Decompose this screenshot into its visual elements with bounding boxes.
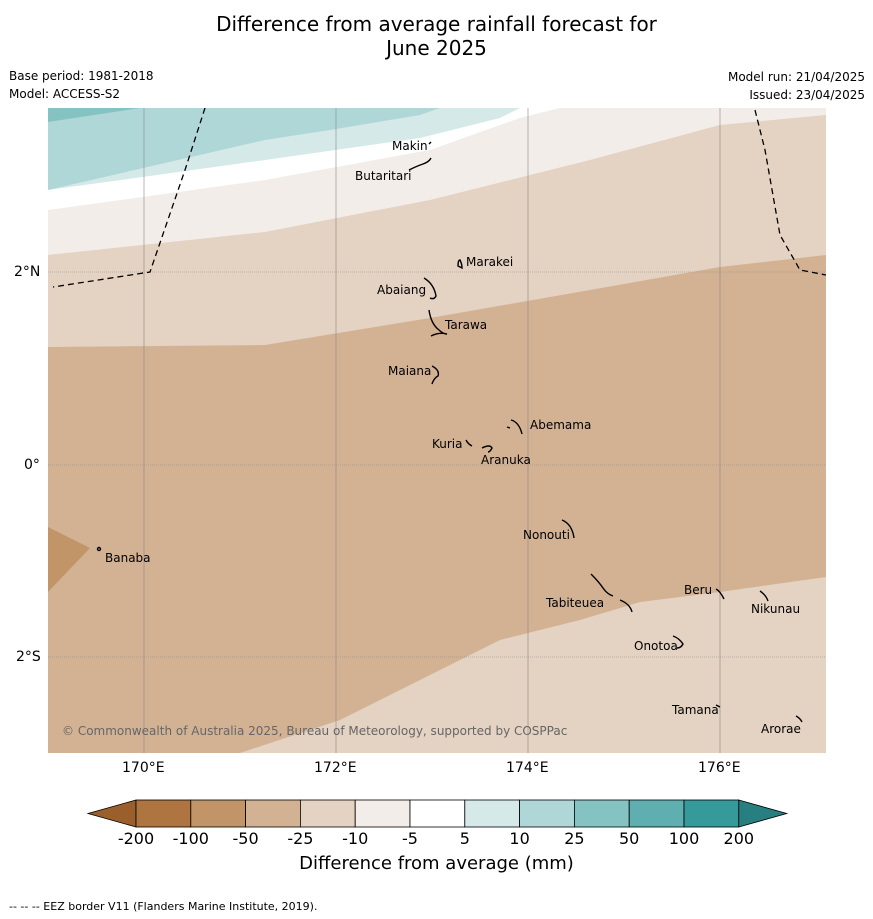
kuria-island (465, 439, 473, 447)
colorbar-label: Difference from average (mm) (299, 853, 574, 874)
label-kuria: Kuria (432, 437, 463, 451)
tabiteuea-south (619, 599, 633, 613)
colorbar-tick-label: -10 (342, 829, 369, 848)
issued-date: Issued: 23/04/2025 (749, 88, 865, 102)
onotoa-island (672, 635, 684, 649)
marakei-island (457, 259, 463, 270)
abemama-islet (506, 426, 511, 429)
butaritari-island (408, 157, 432, 171)
map-title-line2: June 2025 (386, 36, 487, 60)
maiana-island (431, 365, 440, 385)
makin-island (428, 141, 432, 145)
label-nikunau: Nikunau (751, 602, 801, 616)
lat-tick-2s: 2°S (16, 649, 41, 665)
graticule (48, 108, 826, 753)
copyright-notice: © Commonwealth of Australia 2025, Bureau… (62, 724, 568, 738)
abaiang-island (423, 277, 437, 300)
colorbar-tick-label: -100 (172, 829, 209, 848)
label-onotoa: Onotoa (634, 639, 678, 653)
nonouti-island (561, 519, 575, 539)
lat-tick-0: 0° (24, 457, 40, 473)
model-name: Model: ACCESS-S2 (9, 87, 121, 101)
zone-25-to-50 (48, 108, 140, 122)
aranuka-island (481, 445, 493, 453)
zone-10-to-25 (48, 108, 440, 190)
islands (96, 141, 803, 723)
label-abemama: Abemama (530, 418, 592, 432)
label-maiana: Maiana (388, 364, 432, 378)
base-period: Base period: 1981-2018 (9, 69, 154, 83)
label-aranuka: Aranuka (481, 453, 531, 467)
tamana-island (715, 704, 721, 708)
lat-tick-2n: 2°N (14, 264, 41, 280)
label-marakei: Marakei (466, 255, 514, 269)
colorbar-tick-label: 200 (723, 829, 755, 848)
model-run: Model run: 21/04/2025 (727, 70, 865, 84)
colorbar-tick-label: 25 (564, 829, 585, 848)
eez-legend-note: -- -- -- EEZ border V11 (Flanders Marine… (9, 900, 318, 913)
colorbar-tick-label: 10 (509, 829, 530, 848)
zone-minus-10-to-minus-25-south (240, 577, 826, 753)
lon-tick-176e: 176°E (698, 760, 741, 776)
lon-tick-172e: 172°E (314, 760, 357, 776)
label-beru: Beru (684, 583, 713, 597)
colorbar-tick-label: 5 (459, 829, 470, 848)
lon-tick-174e: 174°E (506, 760, 549, 776)
colorbar-tick-label: 100 (668, 829, 700, 848)
arorae-island (795, 715, 803, 723)
beru-island (715, 588, 725, 600)
label-nonouti: Nonouti (523, 528, 570, 542)
abemama-island (510, 419, 523, 435)
colorbar-tick-label: 50 (619, 829, 640, 848)
map-title-line1: Difference from average rainfall forecas… (216, 12, 657, 36)
tarawa-island (428, 309, 448, 337)
label-tamana: Tamana (672, 703, 719, 717)
zone-minus-50-to-minus-100 (48, 527, 90, 592)
eez-border (52, 108, 826, 288)
tabiteuea-north (590, 573, 614, 597)
nikunau-island (759, 590, 769, 602)
label-banaba: Banaba (105, 551, 151, 565)
colorbar-tick-label: -25 (287, 829, 314, 848)
map-area (48, 108, 826, 753)
lon-tick-170e: 170°E (122, 760, 165, 776)
colorbar-tick-label: -200 (117, 829, 155, 848)
banaba-island (96, 546, 102, 552)
label-tabiteuea: Tabiteuea (546, 596, 605, 610)
label-makin: Makin (392, 139, 428, 153)
colorbar-tick-label: -50 (232, 829, 259, 848)
colorbar-tick-label: -5 (402, 829, 418, 848)
label-tarawa: Tarawa (445, 318, 488, 332)
label-arorae: Arorae (761, 722, 801, 736)
label-butaritari: Butaritari (355, 169, 412, 183)
label-abaiang: Abaiang (377, 283, 427, 297)
